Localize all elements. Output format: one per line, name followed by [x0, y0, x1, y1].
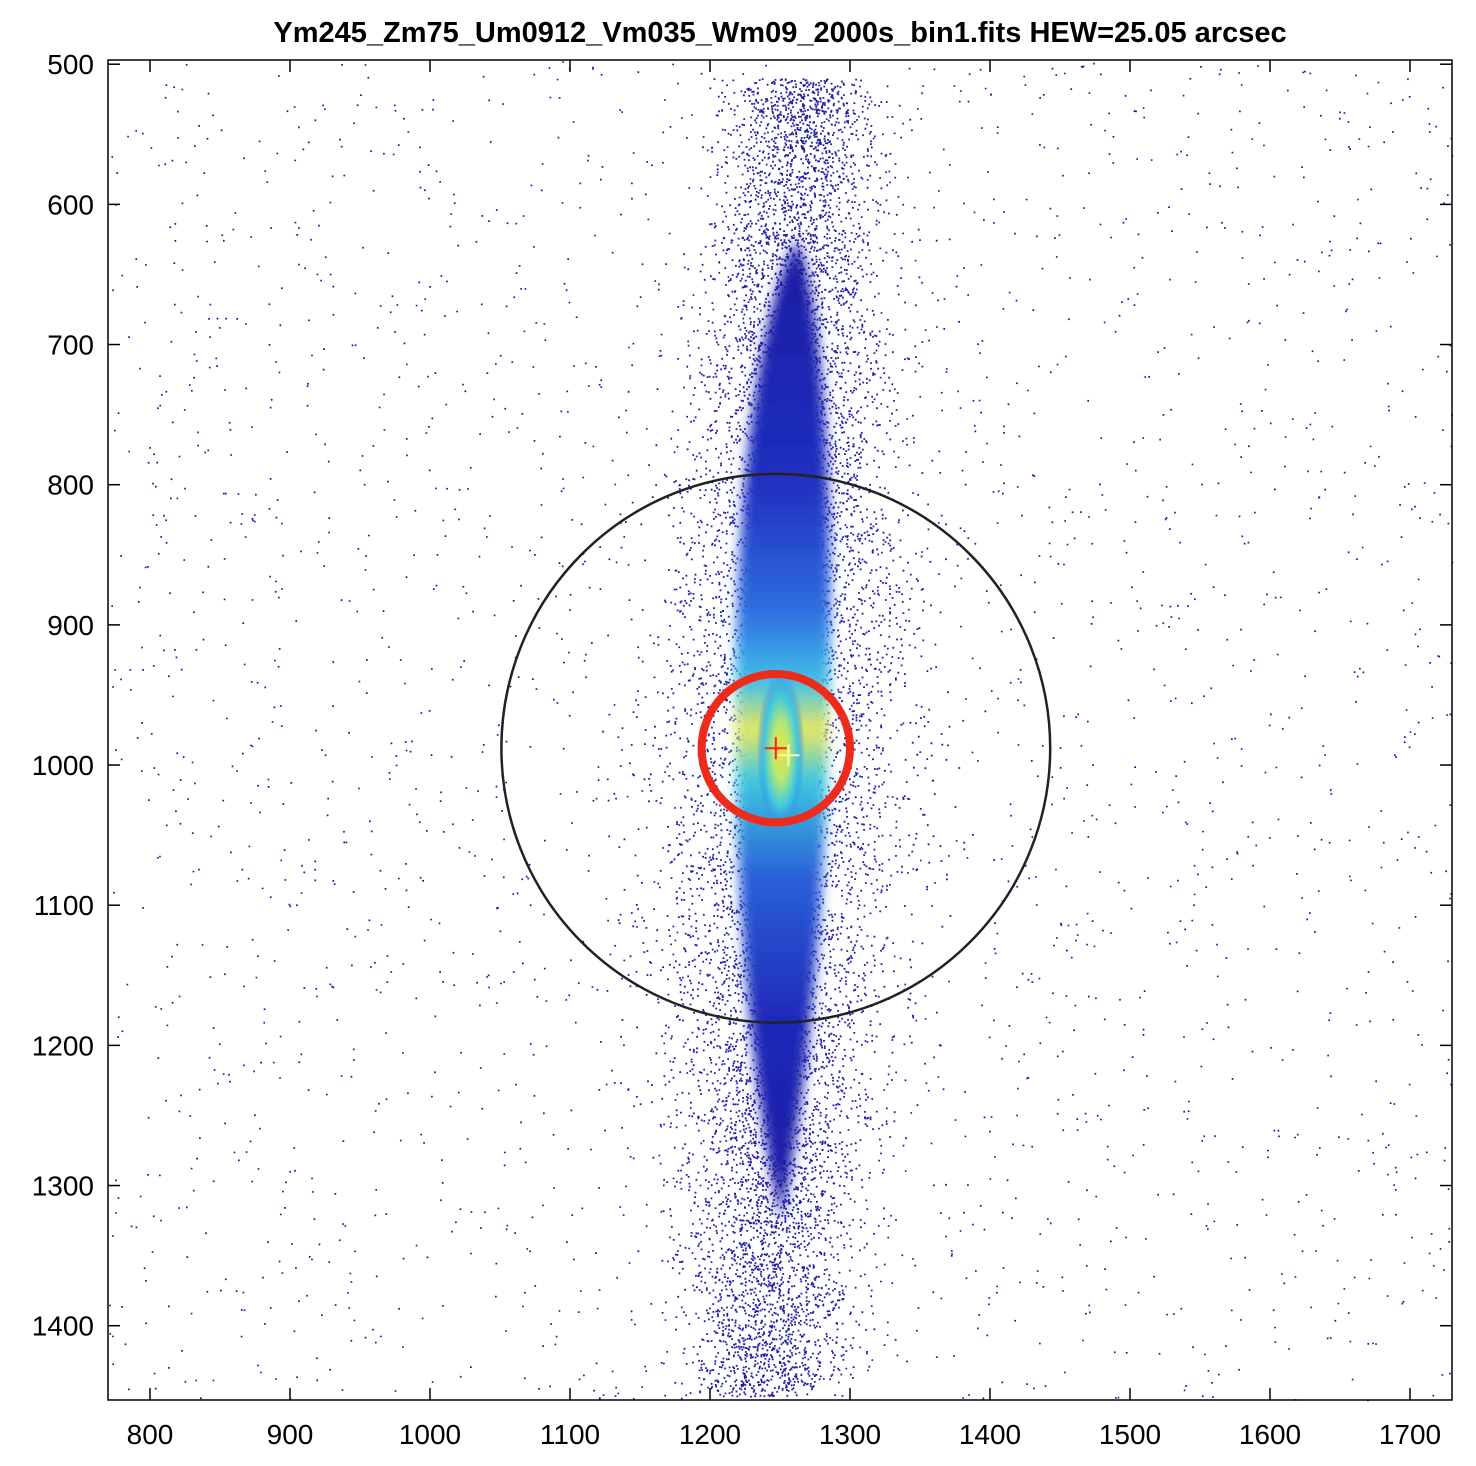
x-tick-label: 1300: [819, 1419, 881, 1450]
y-tick-label: 1200: [32, 1030, 94, 1061]
outer-circle: [500, 472, 1052, 1024]
hew-circle: [697, 670, 854, 827]
y-tick-label: 900: [47, 610, 94, 641]
axes-frame: [107, 59, 1453, 1401]
x-axis: 800 900 1000 1100 1200 1300 1400 1500 1600 1700: [127, 60, 1441, 1450]
x-tick-label: 800: [127, 1419, 174, 1450]
centroid-marker-1: [764, 737, 787, 760]
bright-core: [756, 671, 805, 832]
y-tick-label: 1000: [32, 750, 94, 781]
x-tick-label: 1700: [1379, 1419, 1441, 1450]
centroid-markers: [764, 737, 800, 767]
photon-count-map: [109, 61, 1454, 1402]
x-tick-label: 1600: [1239, 1419, 1301, 1450]
x-tick-label: 1200: [679, 1419, 741, 1450]
y-tick-label: 800: [47, 470, 94, 501]
y-tick-label: 500: [47, 49, 94, 80]
y-axis: 500 600 700 800 900 1000 1100 1200 1300 1400: [32, 49, 1452, 1342]
x-tick-label: 900: [267, 1419, 314, 1450]
y-tick-label: 600: [47, 189, 94, 220]
x-tick-label: 1000: [399, 1419, 461, 1450]
x-tick-label: 1400: [959, 1419, 1021, 1450]
chart-title: Ym245_Zm75_Um0912_Vm035_Wm09_2000s_bin1.…: [273, 17, 1286, 49]
y-tick-label: 1400: [32, 1311, 94, 1342]
y-tick-label: 700: [47, 330, 94, 361]
y-tick-label: 1300: [32, 1171, 94, 1202]
y-tick-label: 1100: [34, 890, 94, 921]
x-tick-label: 1100: [540, 1419, 600, 1450]
x-tick-label: 1500: [1099, 1419, 1161, 1450]
plot-area: [107, 59, 1454, 1402]
centroid-marker-2: [777, 744, 800, 767]
